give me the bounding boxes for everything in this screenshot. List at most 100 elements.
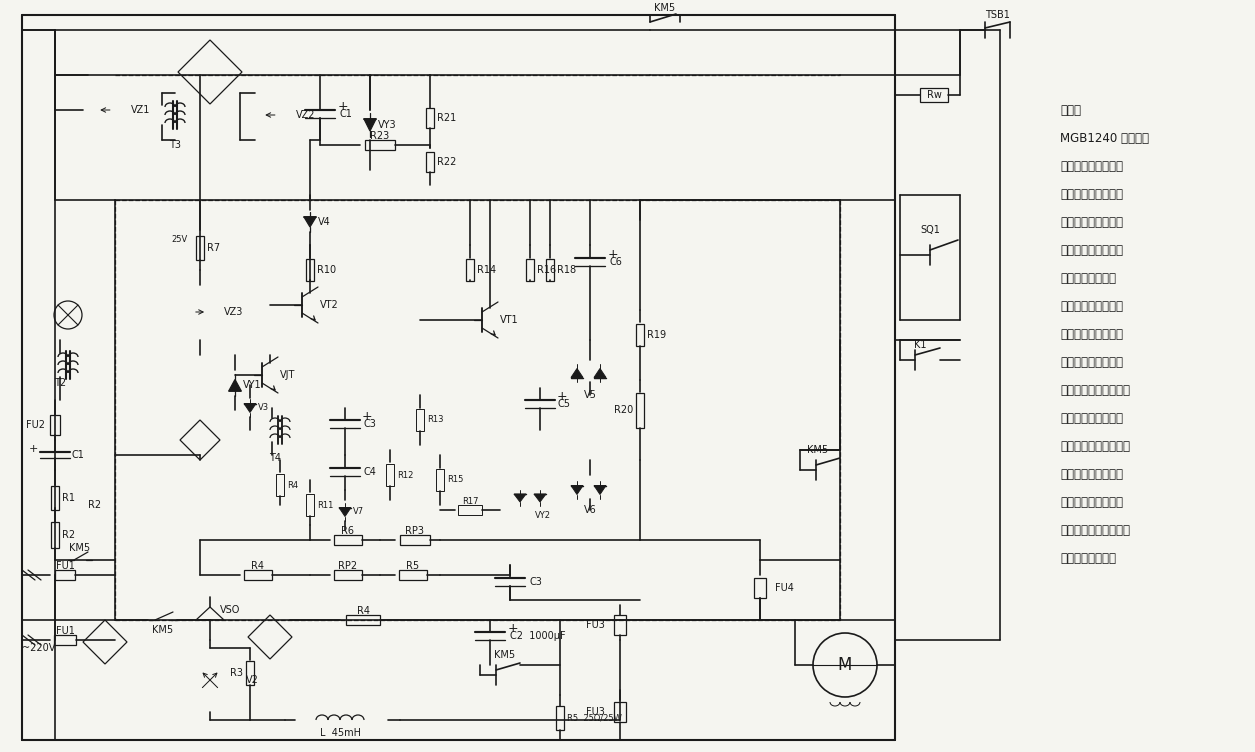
Text: R13: R13 xyxy=(427,416,443,424)
Text: +: + xyxy=(508,623,518,635)
Text: R12: R12 xyxy=(397,471,413,480)
Text: R22: R22 xyxy=(437,157,457,167)
Bar xyxy=(614,615,626,635)
Polygon shape xyxy=(594,486,606,495)
Text: R5  25Ω/25W: R5 25Ω/25W xyxy=(567,714,622,723)
Polygon shape xyxy=(515,494,526,502)
Text: R5: R5 xyxy=(407,561,419,571)
Text: VY1: VY1 xyxy=(243,380,261,390)
Bar xyxy=(51,522,59,548)
Text: R16: R16 xyxy=(537,265,556,275)
Text: R11: R11 xyxy=(318,501,334,510)
Polygon shape xyxy=(243,404,256,413)
Text: R6: R6 xyxy=(341,526,354,536)
Text: 电动机的电枢电压，: 电动机的电枢电压， xyxy=(1060,328,1123,341)
Text: R7: R7 xyxy=(207,243,220,253)
Text: +: + xyxy=(29,444,38,454)
Text: 以达到无级调速之目: 以达到无级调速之目 xyxy=(1060,356,1123,368)
Text: R10: R10 xyxy=(318,265,336,275)
Bar xyxy=(346,615,380,625)
Text: 电路、触发控制电路、: 电路、触发控制电路、 xyxy=(1060,439,1130,453)
Bar xyxy=(399,570,427,580)
Text: V3: V3 xyxy=(259,404,269,413)
Bar xyxy=(636,324,644,346)
Text: R17: R17 xyxy=(462,496,478,505)
Text: C3: C3 xyxy=(530,577,543,587)
Text: VY2: VY2 xyxy=(535,511,551,520)
Bar xyxy=(415,409,424,431)
Bar xyxy=(334,570,361,580)
Text: R3: R3 xyxy=(230,668,243,678)
Bar xyxy=(435,469,444,491)
Text: C1: C1 xyxy=(72,450,85,460)
Text: C4: C4 xyxy=(363,467,376,477)
Text: M: M xyxy=(838,656,852,674)
Bar xyxy=(196,236,205,260)
Text: KM5: KM5 xyxy=(494,650,516,660)
Bar xyxy=(458,505,482,515)
Bar xyxy=(387,464,394,486)
Text: VSO: VSO xyxy=(220,605,241,615)
Text: FU3: FU3 xyxy=(586,707,605,717)
Bar xyxy=(546,259,553,281)
Text: 励磁电路、给定信号: 励磁电路、给定信号 xyxy=(1060,411,1123,424)
Bar xyxy=(636,393,644,427)
Text: VZ3: VZ3 xyxy=(223,307,243,317)
Text: R14: R14 xyxy=(477,265,496,275)
Text: KM5: KM5 xyxy=(69,543,90,553)
Text: VJT: VJT xyxy=(280,370,295,380)
Text: 起动保护环节等。: 起动保护环节等。 xyxy=(1060,551,1116,565)
Text: R1: R1 xyxy=(61,493,75,503)
Text: 电路、限幅环节、高速: 电路、限幅环节、高速 xyxy=(1060,523,1130,536)
Text: R23: R23 xyxy=(370,131,389,141)
Text: R15: R15 xyxy=(447,475,463,484)
Text: 所示是: 所示是 xyxy=(1060,104,1081,117)
Text: R2: R2 xyxy=(88,500,102,510)
Bar xyxy=(54,635,77,645)
Polygon shape xyxy=(571,368,584,378)
Polygon shape xyxy=(228,380,241,390)
Text: VY3: VY3 xyxy=(378,120,397,130)
Bar xyxy=(306,494,314,516)
Text: R19: R19 xyxy=(648,330,666,340)
Bar xyxy=(334,535,361,545)
Bar xyxy=(920,88,948,102)
Bar xyxy=(425,152,434,172)
Text: 管整流器的导通角: 管整流器的导通角 xyxy=(1060,271,1116,284)
Text: R4: R4 xyxy=(251,561,265,571)
Text: KM5: KM5 xyxy=(807,445,828,455)
Text: 移相原理来控制晶闸: 移相原理来控制晶闸 xyxy=(1060,244,1123,256)
Polygon shape xyxy=(571,486,584,495)
Text: FU3: FU3 xyxy=(586,620,605,630)
Polygon shape xyxy=(339,508,351,517)
Text: R18: R18 xyxy=(557,265,576,275)
Bar xyxy=(556,706,563,730)
Text: 25V: 25V xyxy=(172,235,188,244)
Bar xyxy=(276,474,284,496)
Polygon shape xyxy=(533,494,546,502)
Text: V6: V6 xyxy=(584,505,596,515)
Polygon shape xyxy=(304,217,316,227)
Text: FU2: FU2 xyxy=(26,420,45,430)
Text: VZ2: VZ2 xyxy=(296,110,315,120)
Text: +: + xyxy=(338,101,349,114)
Text: C6: C6 xyxy=(610,257,622,267)
Bar xyxy=(466,259,474,281)
Text: 度，从而来调节直流: 度，从而来调节直流 xyxy=(1060,299,1123,313)
Text: R20: R20 xyxy=(614,405,633,415)
Text: K1: K1 xyxy=(914,340,926,350)
Text: C1: C1 xyxy=(340,109,353,119)
Text: R4: R4 xyxy=(287,481,299,490)
Text: 的。系统包括主电路、: 的。系统包括主电路、 xyxy=(1060,384,1130,396)
Bar xyxy=(51,486,59,510)
Text: FU4: FU4 xyxy=(776,583,794,593)
Bar xyxy=(425,108,434,128)
Text: VZ1: VZ1 xyxy=(131,105,151,115)
Bar xyxy=(754,578,766,598)
Text: V4: V4 xyxy=(318,217,331,227)
Text: 理图，采用单相全波: 理图，采用单相全波 xyxy=(1060,187,1123,201)
Text: KM5: KM5 xyxy=(152,625,173,635)
Text: T3: T3 xyxy=(169,140,181,150)
Text: FU1: FU1 xyxy=(55,561,74,571)
Bar xyxy=(243,570,272,580)
